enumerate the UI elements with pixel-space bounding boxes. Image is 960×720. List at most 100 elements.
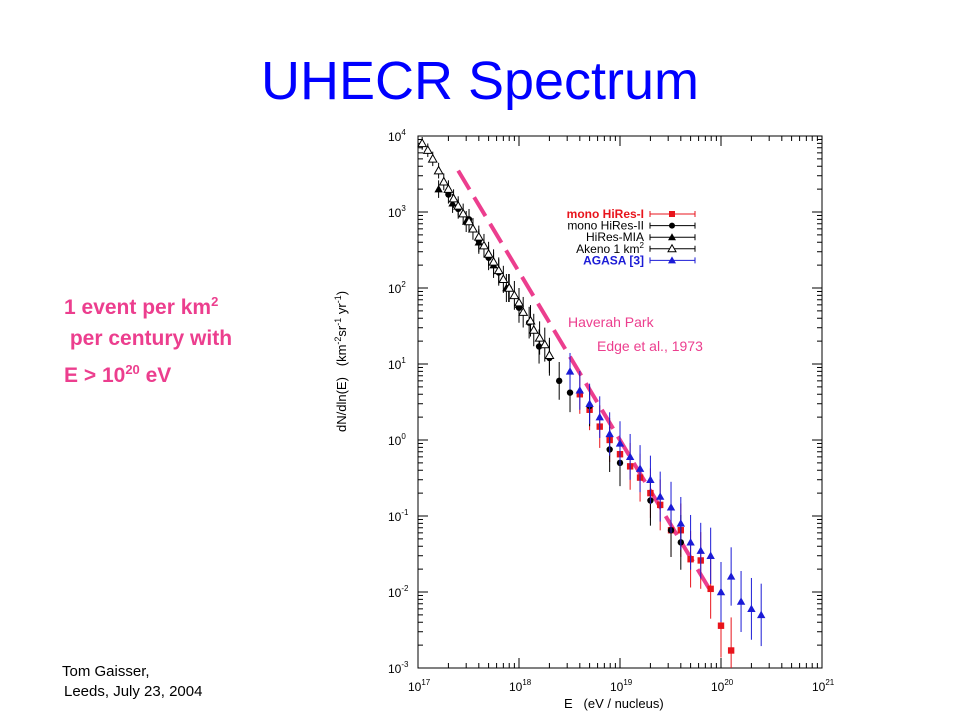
data-point [525, 315, 536, 325]
legend-label: Akeno 1 km2 [576, 241, 644, 256]
y-axis-label: dN/dln(E) (km-2sr-1 yr-1) [333, 291, 349, 432]
data-point [615, 439, 625, 447]
data-point [438, 176, 449, 186]
callout-line-2: per century with [64, 327, 233, 350]
axis-labels: E (eV / nucleus) dN/dln(E) (km-2sr-1 yr-1… [333, 291, 664, 711]
data-point [417, 138, 428, 148]
x-tick-label: 1021 [812, 678, 835, 694]
data-point [727, 647, 735, 654]
fit-line-layer [456, 169, 713, 594]
legend-label: mono HiRes-II [567, 219, 644, 233]
legend-label: AGASA [3] [583, 253, 644, 267]
data-point [696, 546, 705, 554]
data-point [726, 572, 736, 580]
data-point [655, 492, 665, 500]
y-tick-label: 10-3 [388, 660, 409, 676]
series-akeno-1-km2 [417, 136, 555, 373]
data-point [575, 386, 585, 394]
data-point [585, 399, 594, 407]
data-point [427, 153, 438, 163]
data-point [448, 199, 457, 207]
data-point [646, 475, 655, 483]
data-point [566, 389, 574, 396]
legend-label: mono HiRes-I [567, 207, 644, 221]
data-point [422, 145, 433, 154]
annotation-line-1: Haverah Park [568, 314, 655, 330]
annotation: Haverah Park Edge et al., 1973 [568, 314, 703, 354]
x-tick-label: 1019 [610, 678, 633, 694]
data-point [686, 538, 695, 546]
data-point [565, 367, 575, 375]
data-point [736, 597, 746, 605]
data-point [498, 274, 509, 284]
data-points-layer [417, 136, 766, 668]
data-point [509, 290, 520, 300]
data-point [434, 184, 443, 193]
x-tick-label: 1017 [408, 678, 431, 694]
axis-ticks: 1017 1018 1019 1020 1021 104 103 102 101 100 10-1 1… [388, 128, 835, 694]
data-point [528, 324, 539, 334]
data-point [625, 452, 635, 461]
data-point [488, 256, 499, 266]
data-point [555, 377, 563, 385]
legend-marker [668, 256, 676, 264]
legend-marker [668, 233, 676, 241]
data-point [747, 604, 756, 613]
data-point [544, 350, 555, 360]
data-point [483, 248, 494, 258]
x-tick-label: 1018 [509, 678, 532, 694]
callout-text: 1 event per km2 per century with E > 102… [64, 286, 232, 391]
legend-marker [669, 211, 675, 217]
data-point [448, 193, 459, 203]
callout-line-3: E > 1020 eV [64, 362, 172, 387]
data-point [706, 551, 715, 559]
data-point [756, 610, 766, 619]
y-tick-label: 10-1 [388, 508, 409, 524]
data-point [676, 519, 686, 527]
y-tick-label: 103 [388, 204, 406, 220]
data-point [534, 332, 545, 342]
data-point [453, 200, 464, 210]
data-point [717, 622, 725, 629]
footer-credit: Tom Gaisser, Leeds, July 23, 2004 [62, 662, 202, 702]
legend-marker [669, 222, 675, 229]
x-tick-label: 1020 [711, 678, 734, 694]
y-tick-label: 10-2 [388, 584, 409, 600]
data-point [467, 223, 479, 233]
legend-entry: AGASA [3] [583, 253, 696, 267]
data-point [513, 297, 525, 307]
annotation-line-2: Edge et al., 1973 [597, 338, 703, 354]
data-point [463, 216, 475, 226]
legend-label: HiRes-MIA [586, 230, 644, 244]
legend-entry: mono HiRes-I [567, 207, 696, 221]
y-tick-label: 100 [388, 432, 406, 448]
data-point [595, 412, 604, 421]
legend-marker [667, 243, 677, 253]
data-point [493, 265, 504, 275]
data-point [433, 165, 444, 175]
x-axis-label: E (eV / nucleus) [564, 696, 664, 711]
legend-entry: HiRes-MIA [586, 230, 696, 244]
y-tick-label: 102 [388, 280, 406, 296]
series-agasa-3 [565, 352, 766, 647]
data-point [635, 464, 645, 472]
footer-line-1: Tom Gaisser, [62, 663, 150, 680]
callout-line-1: 1 event per km2 [64, 294, 219, 319]
data-point [458, 208, 469, 218]
data-point [539, 339, 550, 349]
data-point [473, 231, 484, 241]
legend-entry: Akeno 1 km2 [576, 241, 696, 256]
data-point [716, 587, 726, 596]
data-point [443, 183, 454, 193]
data-point [707, 585, 714, 593]
haverah-park-fit-line [456, 169, 713, 594]
footer-line-2: Leeds, July 23, 2004 [64, 683, 203, 700]
slide-title: UHECR Spectrum [260, 51, 700, 111]
data-point [518, 307, 529, 316]
legend-entry: mono HiRes-II [567, 219, 696, 233]
data-point [504, 282, 515, 292]
data-point [666, 503, 676, 511]
y-tick-label: 101 [388, 356, 406, 372]
